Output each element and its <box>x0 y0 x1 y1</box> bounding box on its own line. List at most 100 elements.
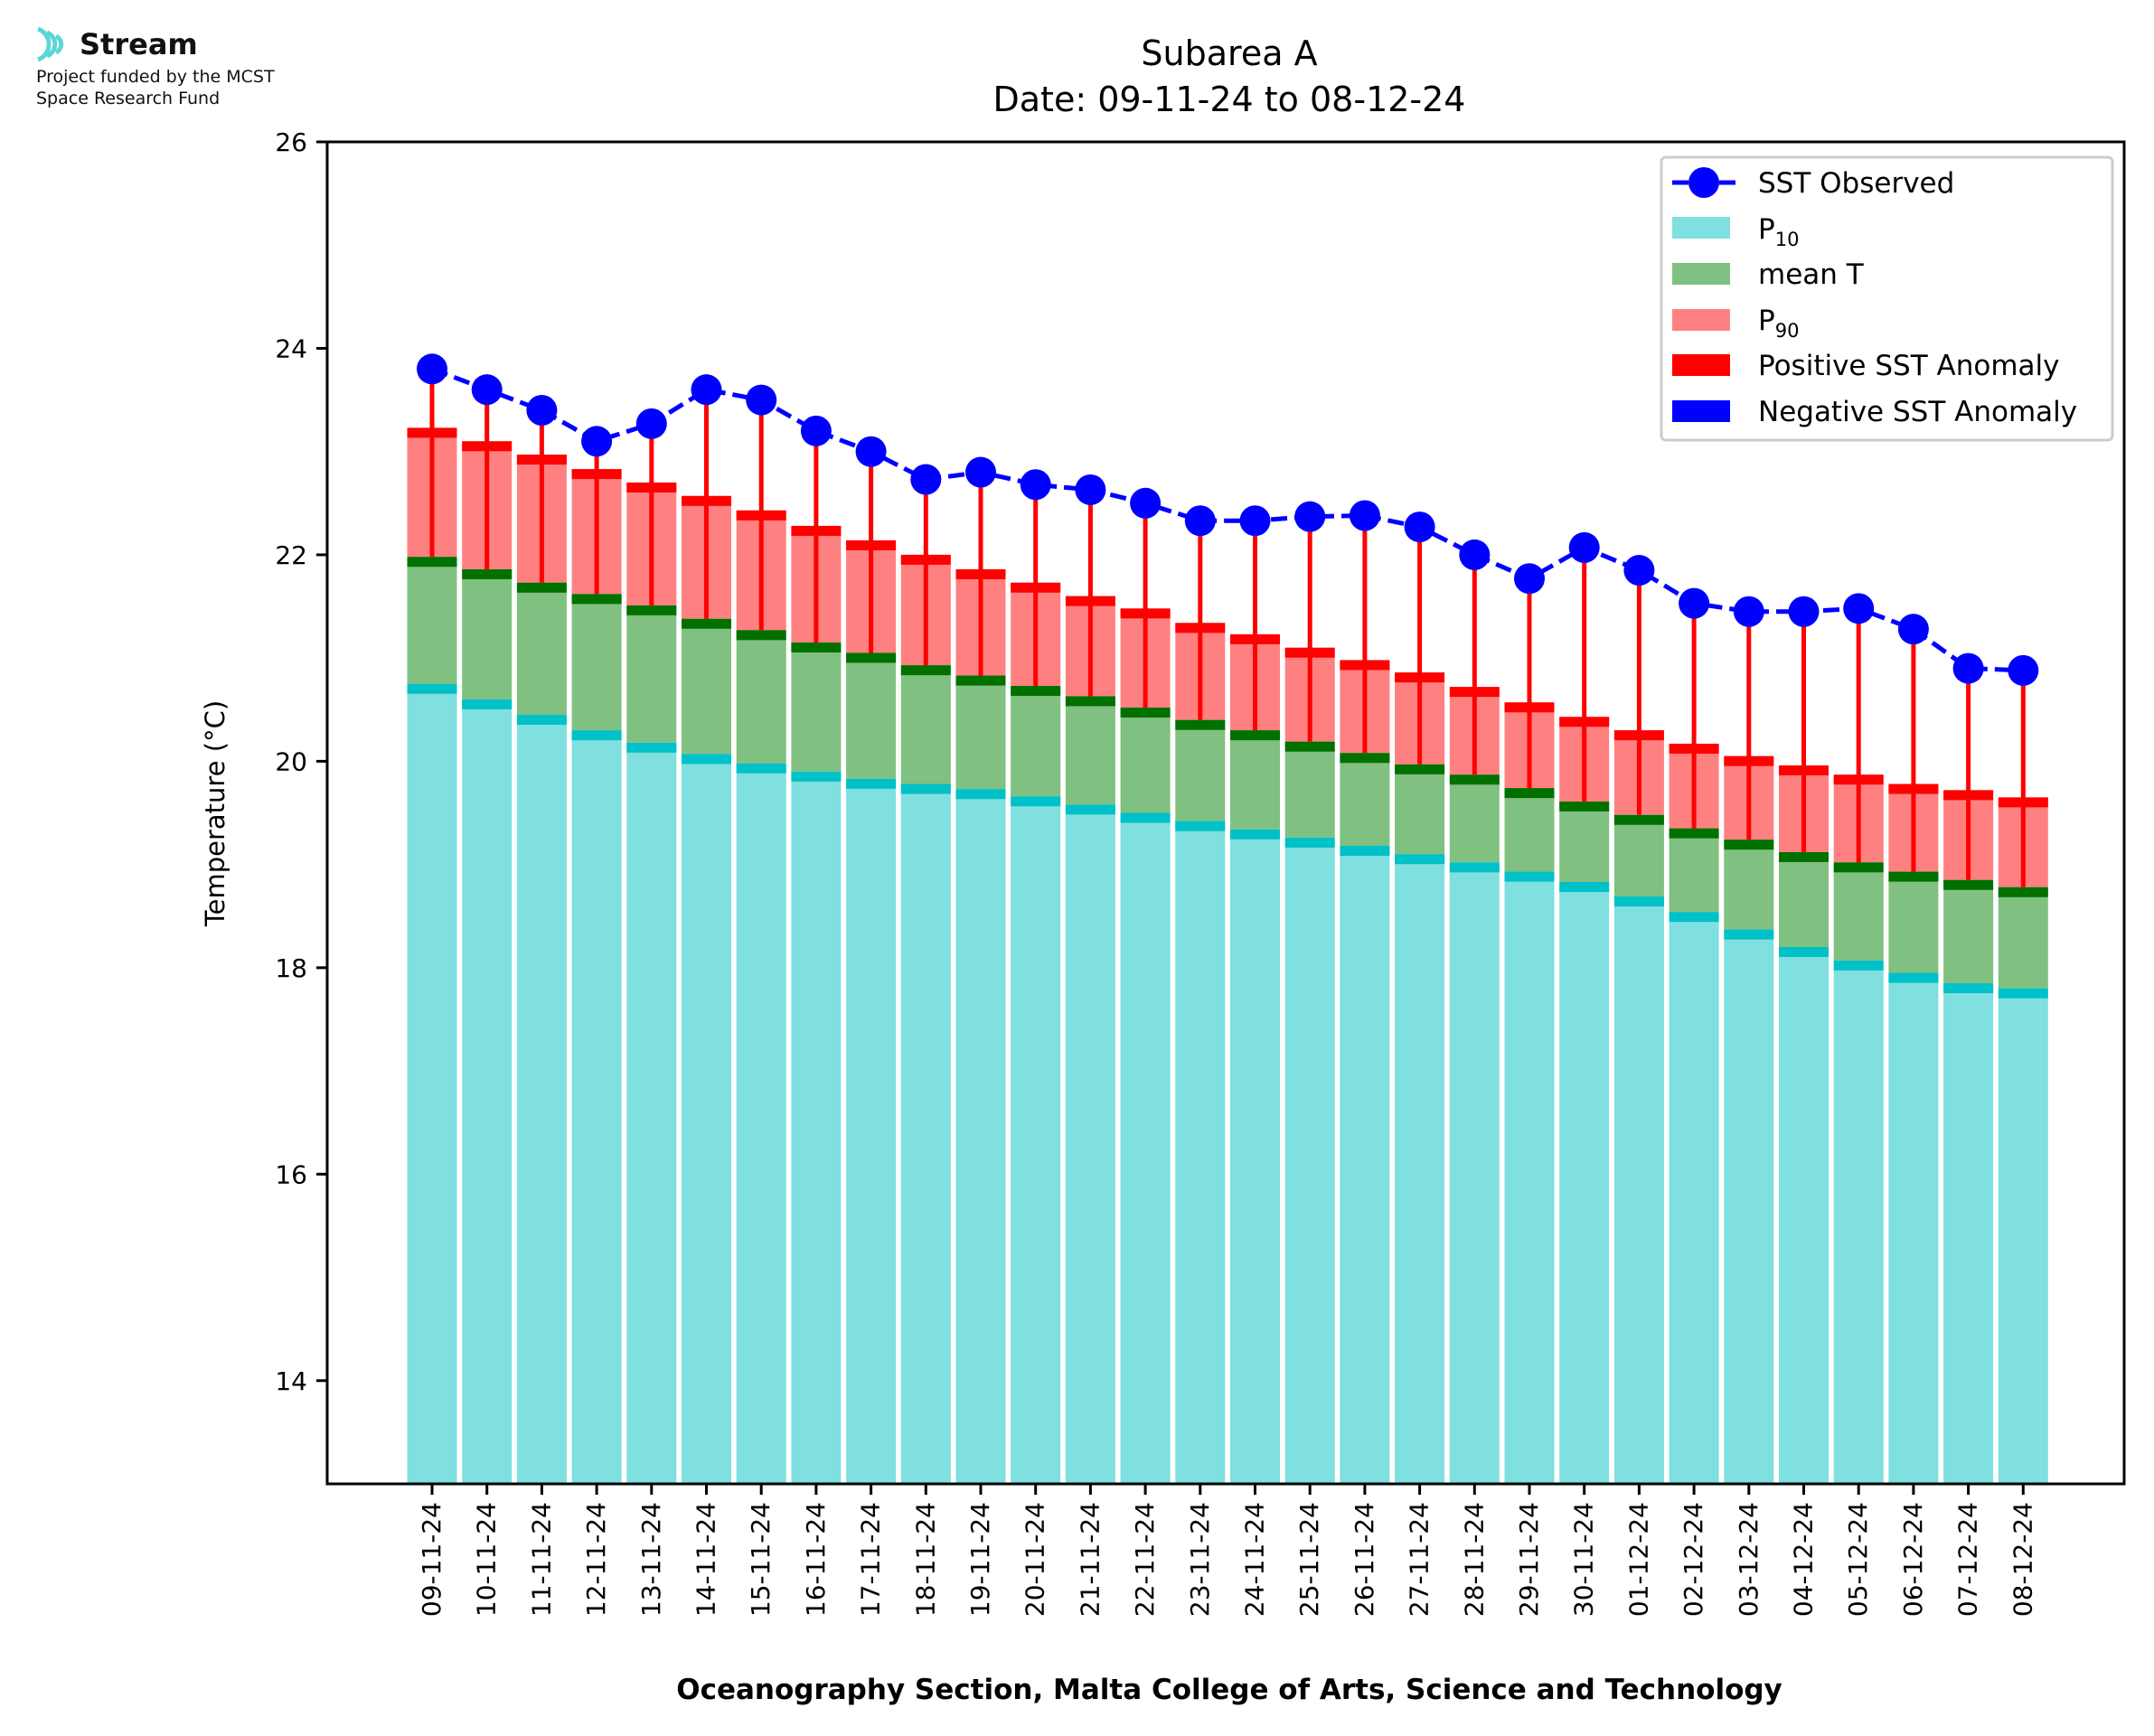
x-tick-label-24-11-24: 24-11-24 <box>1240 1502 1270 1617</box>
mean-edge-06-12-24 <box>1888 871 1939 882</box>
mean-edge-20-11-24 <box>1011 685 1061 696</box>
sst-point-07-12-24 <box>1952 652 1984 684</box>
p10-bar-25-11-24 <box>1284 837 1335 1484</box>
x-axis-label: Oceanography Section, Malta College of A… <box>676 1674 1782 1706</box>
x-tick-label-03-12-24: 03-12-24 <box>1734 1502 1764 1617</box>
mean-edge-12-11-24 <box>571 594 622 605</box>
x-tick-label-17-11-24: 17-11-24 <box>856 1502 886 1617</box>
mean-bar-04-12-24 <box>1779 851 1829 947</box>
x-tick-label-07-12-24: 07-12-24 <box>1953 1502 1983 1617</box>
p10-bar-08-12-24 <box>1998 988 2048 1484</box>
chart-title-line1: Subarea A <box>1141 33 1317 73</box>
p10-edge-17-11-24 <box>846 778 897 789</box>
legend-p10-swatch <box>1672 217 1730 239</box>
p10-bar-10-11-24 <box>462 699 513 1484</box>
stream-logo-icon <box>36 26 64 62</box>
sst-point-30-11-24 <box>1568 531 1600 563</box>
p10-edge-26-11-24 <box>1340 846 1390 857</box>
mean-edge-28-11-24 <box>1449 774 1500 785</box>
mean-bar-26-11-24 <box>1340 753 1390 847</box>
x-tick-label-09-11-24: 09-11-24 <box>417 1502 447 1617</box>
x-tick-label-10-11-24: 10-11-24 <box>472 1502 502 1617</box>
logo-name: Stream <box>80 27 198 61</box>
legend-negative-swatch <box>1672 400 1730 422</box>
x-tick-label-20-11-24: 20-11-24 <box>1021 1502 1050 1617</box>
p10-edge-11-11-24 <box>516 714 567 725</box>
y-axis: 14 16 18 20 22 24 26 <box>275 127 327 1396</box>
mean-edge-17-11-24 <box>846 652 897 663</box>
sst-point-12-11-24 <box>581 426 613 457</box>
sst-point-21-11-24 <box>1075 474 1106 505</box>
x-tick-label-08-12-24: 08-12-24 <box>2008 1502 2037 1617</box>
y-tick-label-16: 16 <box>275 1159 307 1189</box>
sst-point-22-11-24 <box>1130 487 1162 519</box>
p10-bar-05-12-24 <box>1833 960 1884 1484</box>
p10-edge-12-11-24 <box>571 730 622 741</box>
mean-bar-03-12-24 <box>1724 840 1774 930</box>
p10-edge-20-11-24 <box>1011 796 1061 807</box>
sst-point-06-12-24 <box>1897 614 1929 645</box>
x-tick-label-25-11-24: 25-11-24 <box>1294 1502 1324 1617</box>
sst-point-03-12-24 <box>1733 596 1764 627</box>
x-tick-label-23-11-24: 23-11-24 <box>1185 1502 1215 1617</box>
sst-point-08-12-24 <box>2008 654 2039 686</box>
p10-edge-08-12-24 <box>1998 988 2048 999</box>
sst-point-20-11-24 <box>1020 469 1051 501</box>
p10-bar-29-11-24 <box>1504 871 1555 1484</box>
legend-p10-base: P <box>1758 213 1775 246</box>
mean-bar-14-11-24 <box>682 618 731 755</box>
sst-observed-layer <box>417 353 2039 686</box>
mean-edge-24-11-24 <box>1230 730 1280 741</box>
p10-bar-07-12-24 <box>1943 982 1994 1484</box>
mean-bar-11-11-24 <box>516 582 567 715</box>
mean-bar-10-11-24 <box>462 568 513 699</box>
p10-edge-02-12-24 <box>1669 912 1719 923</box>
mean-bar-06-12-24 <box>1888 871 1939 973</box>
x-tick-label-02-12-24: 02-12-24 <box>1679 1502 1708 1617</box>
sst-point-25-11-24 <box>1294 501 1326 532</box>
y-tick-label-24: 24 <box>275 333 307 363</box>
mean-edge-22-11-24 <box>1120 707 1171 718</box>
mean-edge-29-11-24 <box>1504 788 1555 799</box>
p10-bar-21-11-24 <box>1065 804 1115 1484</box>
legend-sst-marker <box>1688 167 1719 198</box>
p10-bar-28-11-24 <box>1449 862 1500 1484</box>
mean-edge-21-11-24 <box>1065 696 1115 707</box>
mean-bar-02-12-24 <box>1669 828 1719 913</box>
sst-point-09-11-24 <box>417 353 447 385</box>
x-tick-label-30-11-24: 30-11-24 <box>1569 1502 1599 1617</box>
mean-edge-13-11-24 <box>626 605 677 615</box>
mean-bar-25-11-24 <box>1284 741 1335 838</box>
legend-mean-label: mean T <box>1758 258 1865 291</box>
stream-logo: Stream Project funded by the MCST Space … <box>34 23 333 114</box>
mean-edge-03-12-24 <box>1724 840 1774 850</box>
mean-bar-05-12-24 <box>1833 862 1884 961</box>
p10-edge-24-11-24 <box>1230 829 1280 840</box>
legend-p10-label: P10 <box>1758 213 1799 250</box>
plot-frame <box>325 140 2126 1486</box>
mean-bar-24-11-24 <box>1230 730 1280 830</box>
p10-bar-27-11-24 <box>1395 854 1445 1484</box>
mean-bar-29-11-24 <box>1504 788 1555 872</box>
p10-bar-20-11-24 <box>1011 796 1061 1484</box>
logo-funding-line2: Space Research Fund <box>36 89 221 108</box>
p10-bar-24-11-24 <box>1230 829 1280 1484</box>
p10-bar-11-11-24 <box>516 714 567 1484</box>
p10-edge-28-11-24 <box>1449 862 1500 873</box>
p10-edge-01-12-24 <box>1613 896 1664 907</box>
p10-edge-21-11-24 <box>1065 804 1115 815</box>
p10-bar-04-12-24 <box>1779 947 1829 1484</box>
chart-title-line2: Date: 09-11-24 to 08-12-24 <box>993 80 1466 119</box>
mean-bar-19-11-24 <box>955 675 1006 790</box>
x-tick-label-21-11-24: 21-11-24 <box>1075 1502 1105 1617</box>
legend-positive-label: Positive SST Anomaly <box>1758 350 2059 382</box>
p10-edge-15-11-24 <box>736 763 786 774</box>
x-tick-label-05-12-24: 05-12-24 <box>1843 1502 1873 1617</box>
sst-point-01-12-24 <box>1623 555 1655 586</box>
p10-edge-09-11-24 <box>407 683 457 694</box>
p10-bar-14-11-24 <box>682 754 731 1484</box>
mean-edge-27-11-24 <box>1395 764 1445 774</box>
mean-bar-12-11-24 <box>571 594 622 731</box>
sst-point-29-11-24 <box>1514 563 1545 595</box>
